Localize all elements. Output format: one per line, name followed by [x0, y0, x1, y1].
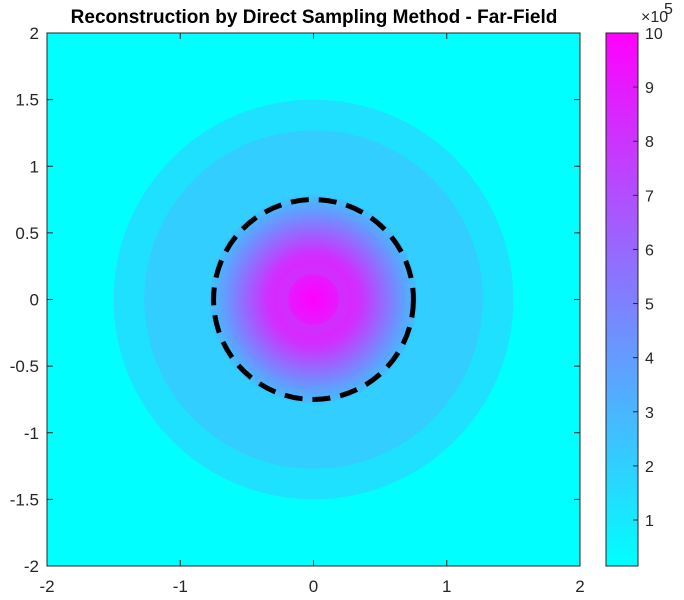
- chart-title: Reconstruction by Direct Sampling Method…: [71, 7, 558, 28]
- x-tick-label: -1: [173, 577, 188, 596]
- colorbar-tick-label: 8: [645, 134, 654, 151]
- y-tick-label: -2: [24, 557, 39, 576]
- colorbar-tick-label: 7: [645, 188, 654, 205]
- y-tick-label: 1: [30, 157, 39, 176]
- colorbar-gradient: [605, 32, 639, 567]
- y-tick-label: -1: [24, 424, 39, 443]
- colorbar-multiplier: ×10: [641, 9, 668, 26]
- colorbar-tick-label: 1: [645, 513, 654, 530]
- colorbar-tick-label: 9: [645, 80, 654, 97]
- y-tick-label: 2: [30, 24, 39, 43]
- x-axis: -2 -1 0 1 2: [39, 33, 585, 596]
- y-tick-label: -1.5: [10, 490, 39, 509]
- colorbar-tick-label: 4: [645, 351, 654, 368]
- colorbar-tick-label: 10: [645, 26, 663, 43]
- colorbar-tick-label: 2: [645, 459, 654, 476]
- heatmap-plot-area: [47, 33, 580, 566]
- x-tick-label: -2: [39, 577, 54, 596]
- colorbar-tick-label: 6: [645, 242, 654, 259]
- y-tick-label: 0.5: [15, 224, 39, 243]
- y-tick-label: 1.5: [15, 91, 39, 110]
- x-tick-label: 1: [442, 577, 451, 596]
- true-boundary-circle: [211, 197, 416, 402]
- field-region-2: [209, 195, 418, 404]
- y-axis: 2 1.5 1 0.5 0 -0.5 -1 -1.5 -2: [10, 24, 580, 576]
- colorbar-exponent: 5: [664, 1, 673, 18]
- x-tick-label: 0: [309, 577, 318, 596]
- plot-frame: [46, 32, 581, 567]
- colorbar-tick-label: 3: [645, 405, 654, 422]
- y-tick-label: 0: [30, 291, 39, 310]
- field-region-3: [277, 263, 350, 336]
- x-tick-label: 2: [575, 577, 584, 596]
- colorbar-tick-label: 5: [645, 297, 654, 314]
- y-tick-label: -0.5: [10, 357, 39, 376]
